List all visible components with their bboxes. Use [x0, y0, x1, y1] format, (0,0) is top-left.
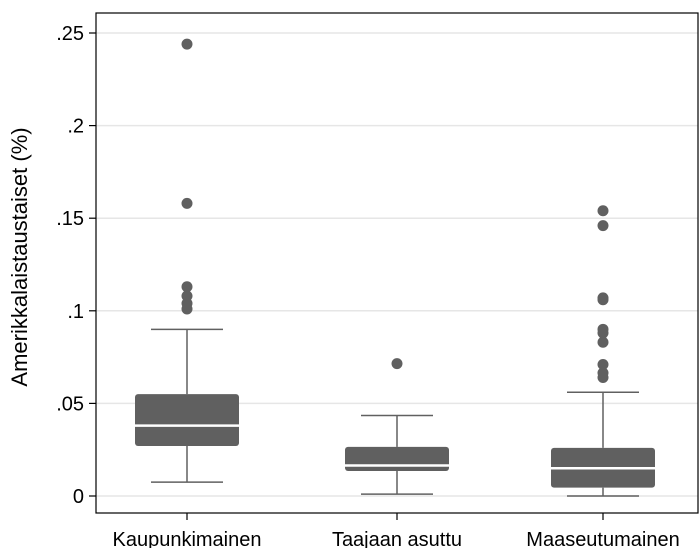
- y-axis: 0 .05 .1 .15 .2 .25: [56, 23, 96, 508]
- outlier-point: [181, 38, 193, 50]
- y-tick-label: .05: [56, 393, 84, 415]
- outlier-point: [181, 303, 193, 315]
- outlier-point: [597, 336, 609, 348]
- outlier-point: [597, 294, 609, 306]
- y-tick-label: .25: [56, 23, 84, 45]
- box-body: [345, 446, 449, 471]
- x-tick-label: Taajaan asuttu: [332, 529, 462, 548]
- outlier-point: [597, 205, 609, 217]
- box-group: [551, 205, 655, 497]
- outlier-point: [181, 281, 193, 293]
- box-group: [135, 38, 239, 483]
- y-tick-label: 0: [73, 486, 84, 508]
- y-tick-label: .1: [67, 301, 84, 323]
- box-body: [135, 394, 239, 446]
- outlier-point: [597, 327, 609, 339]
- boxes: [135, 38, 655, 497]
- outlier-point: [597, 359, 609, 371]
- outlier-point: [597, 220, 609, 232]
- outlier-point: [391, 358, 403, 370]
- y-axis-title: Amerikkalaistaustaiset (%): [7, 127, 32, 386]
- x-axis: Kaupunkimainen Taajaan asuttu Maaseutumain…: [113, 513, 680, 548]
- outlier-point: [597, 371, 609, 383]
- x-tick-label: Kaupunkimainen: [113, 529, 262, 548]
- x-tick-label: Maaseutumainen: [526, 529, 679, 548]
- y-tick-label: .2: [67, 116, 84, 138]
- y-tick-label: .15: [56, 208, 84, 230]
- outlier-point: [181, 197, 193, 209]
- box-group: [345, 358, 449, 495]
